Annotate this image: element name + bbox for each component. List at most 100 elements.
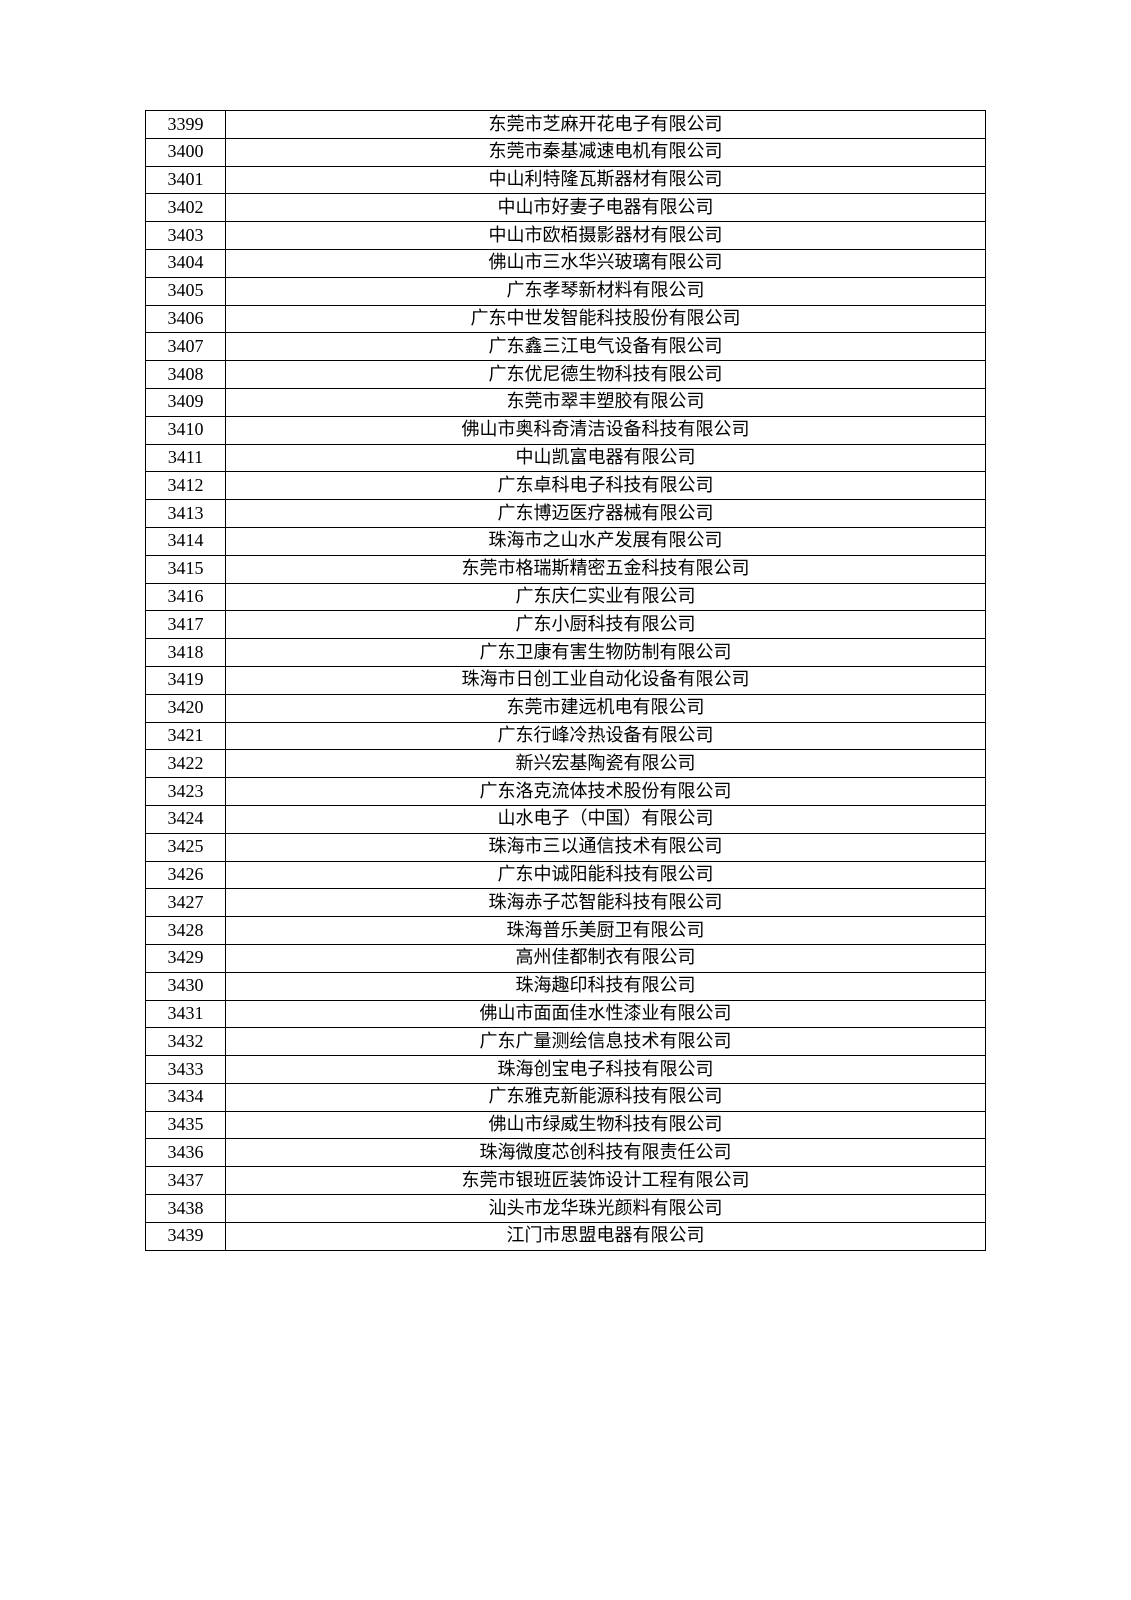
row-company-name: 珠海趣印科技有限公司: [226, 972, 986, 1000]
row-company-name: 佛山市绿威生物科技有限公司: [226, 1111, 986, 1139]
table-row: 3425珠海市三以通信技术有限公司: [146, 833, 986, 861]
row-id: 3414: [146, 527, 226, 555]
row-company-name: 广东鑫三江电气设备有限公司: [226, 333, 986, 361]
row-company-name: 佛山市面面佳水性漆业有限公司: [226, 1000, 986, 1028]
row-id: 3433: [146, 1056, 226, 1084]
row-company-name: 广东小厨科技有限公司: [226, 611, 986, 639]
table-row: 3401中山利特隆瓦斯器材有限公司: [146, 166, 986, 194]
row-id: 3437: [146, 1167, 226, 1195]
row-company-name: 新兴宏基陶瓷有限公司: [226, 750, 986, 778]
row-id: 3432: [146, 1028, 226, 1056]
table-row: 3415东莞市格瑞斯精密五金科技有限公司: [146, 555, 986, 583]
row-company-name: 东莞市芝麻开花电子有限公司: [226, 111, 986, 139]
row-company-name: 东莞市翠丰塑胶有限公司: [226, 388, 986, 416]
row-id: 3439: [146, 1222, 226, 1250]
table-row: 3424山水电子（中国）有限公司: [146, 805, 986, 833]
row-id: 3435: [146, 1111, 226, 1139]
row-id: 3427: [146, 889, 226, 917]
table-row: 3413广东博迈医疗器械有限公司: [146, 500, 986, 528]
table-row: 3402中山市好妻子电器有限公司: [146, 194, 986, 222]
table-row: 3430珠海趣印科技有限公司: [146, 972, 986, 1000]
row-company-name: 珠海普乐美厨卫有限公司: [226, 917, 986, 945]
row-id: 3422: [146, 750, 226, 778]
row-id: 3425: [146, 833, 226, 861]
table-row: 3419珠海市日创工业自动化设备有限公司: [146, 666, 986, 694]
table-row: 3420东莞市建远机电有限公司: [146, 694, 986, 722]
table-row: 3408广东优尼德生物科技有限公司: [146, 361, 986, 389]
row-company-name: 广东孝琴新材料有限公司: [226, 277, 986, 305]
table-row: 3437东莞市银班匠装饰设计工程有限公司: [146, 1167, 986, 1195]
row-company-name: 珠海微度芯创科技有限责任公司: [226, 1139, 986, 1167]
row-company-name: 佛山市三水华兴玻璃有限公司: [226, 249, 986, 277]
row-id: 3405: [146, 277, 226, 305]
row-company-name: 东莞市银班匠装饰设计工程有限公司: [226, 1167, 986, 1195]
row-company-name: 山水电子（中国）有限公司: [226, 805, 986, 833]
row-id: 3401: [146, 166, 226, 194]
row-id: 3438: [146, 1195, 226, 1223]
row-id: 3411: [146, 444, 226, 472]
row-id: 3399: [146, 111, 226, 139]
row-id: 3410: [146, 416, 226, 444]
table-body: 3399东莞市芝麻开花电子有限公司3400东莞市秦基减速电机有限公司3401中山…: [146, 111, 986, 1251]
row-company-name: 广东行峰冷热设备有限公司: [226, 722, 986, 750]
row-company-name: 广东博迈医疗器械有限公司: [226, 500, 986, 528]
row-company-name: 广东中世发智能科技股份有限公司: [226, 305, 986, 333]
row-company-name: 广东庆仁实业有限公司: [226, 583, 986, 611]
table-row: 3428珠海普乐美厨卫有限公司: [146, 917, 986, 945]
row-company-name: 高州佳都制衣有限公司: [226, 944, 986, 972]
table-row: 3439江门市思盟电器有限公司: [146, 1222, 986, 1250]
row-company-name: 广东卓科电子科技有限公司: [226, 472, 986, 500]
row-id: 3428: [146, 917, 226, 945]
table-row: 3410佛山市奥科奇清洁设备科技有限公司: [146, 416, 986, 444]
row-id: 3421: [146, 722, 226, 750]
row-company-name: 江门市思盟电器有限公司: [226, 1222, 986, 1250]
row-id: 3416: [146, 583, 226, 611]
row-company-name: 中山市欧栢摄影器材有限公司: [226, 222, 986, 250]
row-company-name: 东莞市格瑞斯精密五金科技有限公司: [226, 555, 986, 583]
table-row: 3403中山市欧栢摄影器材有限公司: [146, 222, 986, 250]
row-id: 3412: [146, 472, 226, 500]
row-company-name: 广东中诚阳能科技有限公司: [226, 861, 986, 889]
table-row: 3400东莞市秦基减速电机有限公司: [146, 138, 986, 166]
row-id: 3400: [146, 138, 226, 166]
table-row: 3431佛山市面面佳水性漆业有限公司: [146, 1000, 986, 1028]
row-id: 3408: [146, 361, 226, 389]
row-id: 3418: [146, 639, 226, 667]
row-company-name: 佛山市奥科奇清洁设备科技有限公司: [226, 416, 986, 444]
row-company-name: 珠海市日创工业自动化设备有限公司: [226, 666, 986, 694]
table-row: 3418广东卫康有害生物防制有限公司: [146, 639, 986, 667]
row-company-name: 广东卫康有害生物防制有限公司: [226, 639, 986, 667]
table-row: 3417广东小厨科技有限公司: [146, 611, 986, 639]
row-company-name: 广东优尼德生物科技有限公司: [226, 361, 986, 389]
table-row: 3434广东雅克新能源科技有限公司: [146, 1083, 986, 1111]
table-row: 3414珠海市之山水产发展有限公司: [146, 527, 986, 555]
table-row: 3406广东中世发智能科技股份有限公司: [146, 305, 986, 333]
row-id: 3426: [146, 861, 226, 889]
row-id: 3409: [146, 388, 226, 416]
document-page: 3399东莞市芝麻开花电子有限公司3400东莞市秦基减速电机有限公司3401中山…: [0, 0, 1131, 1251]
table-row: 3423广东洛克流体技术股份有限公司: [146, 778, 986, 806]
row-id: 3415: [146, 555, 226, 583]
row-id: 3417: [146, 611, 226, 639]
table-row: 3411中山凯富电器有限公司: [146, 444, 986, 472]
row-company-name: 东莞市秦基减速电机有限公司: [226, 138, 986, 166]
row-id: 3406: [146, 305, 226, 333]
row-id: 3424: [146, 805, 226, 833]
row-company-name: 珠海创宝电子科技有限公司: [226, 1056, 986, 1084]
table-row: 3399东莞市芝麻开花电子有限公司: [146, 111, 986, 139]
row-company-name: 中山凯富电器有限公司: [226, 444, 986, 472]
row-company-name: 广东广量测绘信息技术有限公司: [226, 1028, 986, 1056]
table-row: 3409东莞市翠丰塑胶有限公司: [146, 388, 986, 416]
row-company-name: 东莞市建远机电有限公司: [226, 694, 986, 722]
table-row: 3436珠海微度芯创科技有限责任公司: [146, 1139, 986, 1167]
row-company-name: 珠海市三以通信技术有限公司: [226, 833, 986, 861]
row-id: 3407: [146, 333, 226, 361]
row-id: 3436: [146, 1139, 226, 1167]
row-company-name: 中山市好妻子电器有限公司: [226, 194, 986, 222]
row-id: 3420: [146, 694, 226, 722]
table-row: 3416广东庆仁实业有限公司: [146, 583, 986, 611]
table-row: 3407广东鑫三江电气设备有限公司: [146, 333, 986, 361]
row-company-name: 珠海市之山水产发展有限公司: [226, 527, 986, 555]
table-row: 3421广东行峰冷热设备有限公司: [146, 722, 986, 750]
table-row: 3405广东孝琴新材料有限公司: [146, 277, 986, 305]
